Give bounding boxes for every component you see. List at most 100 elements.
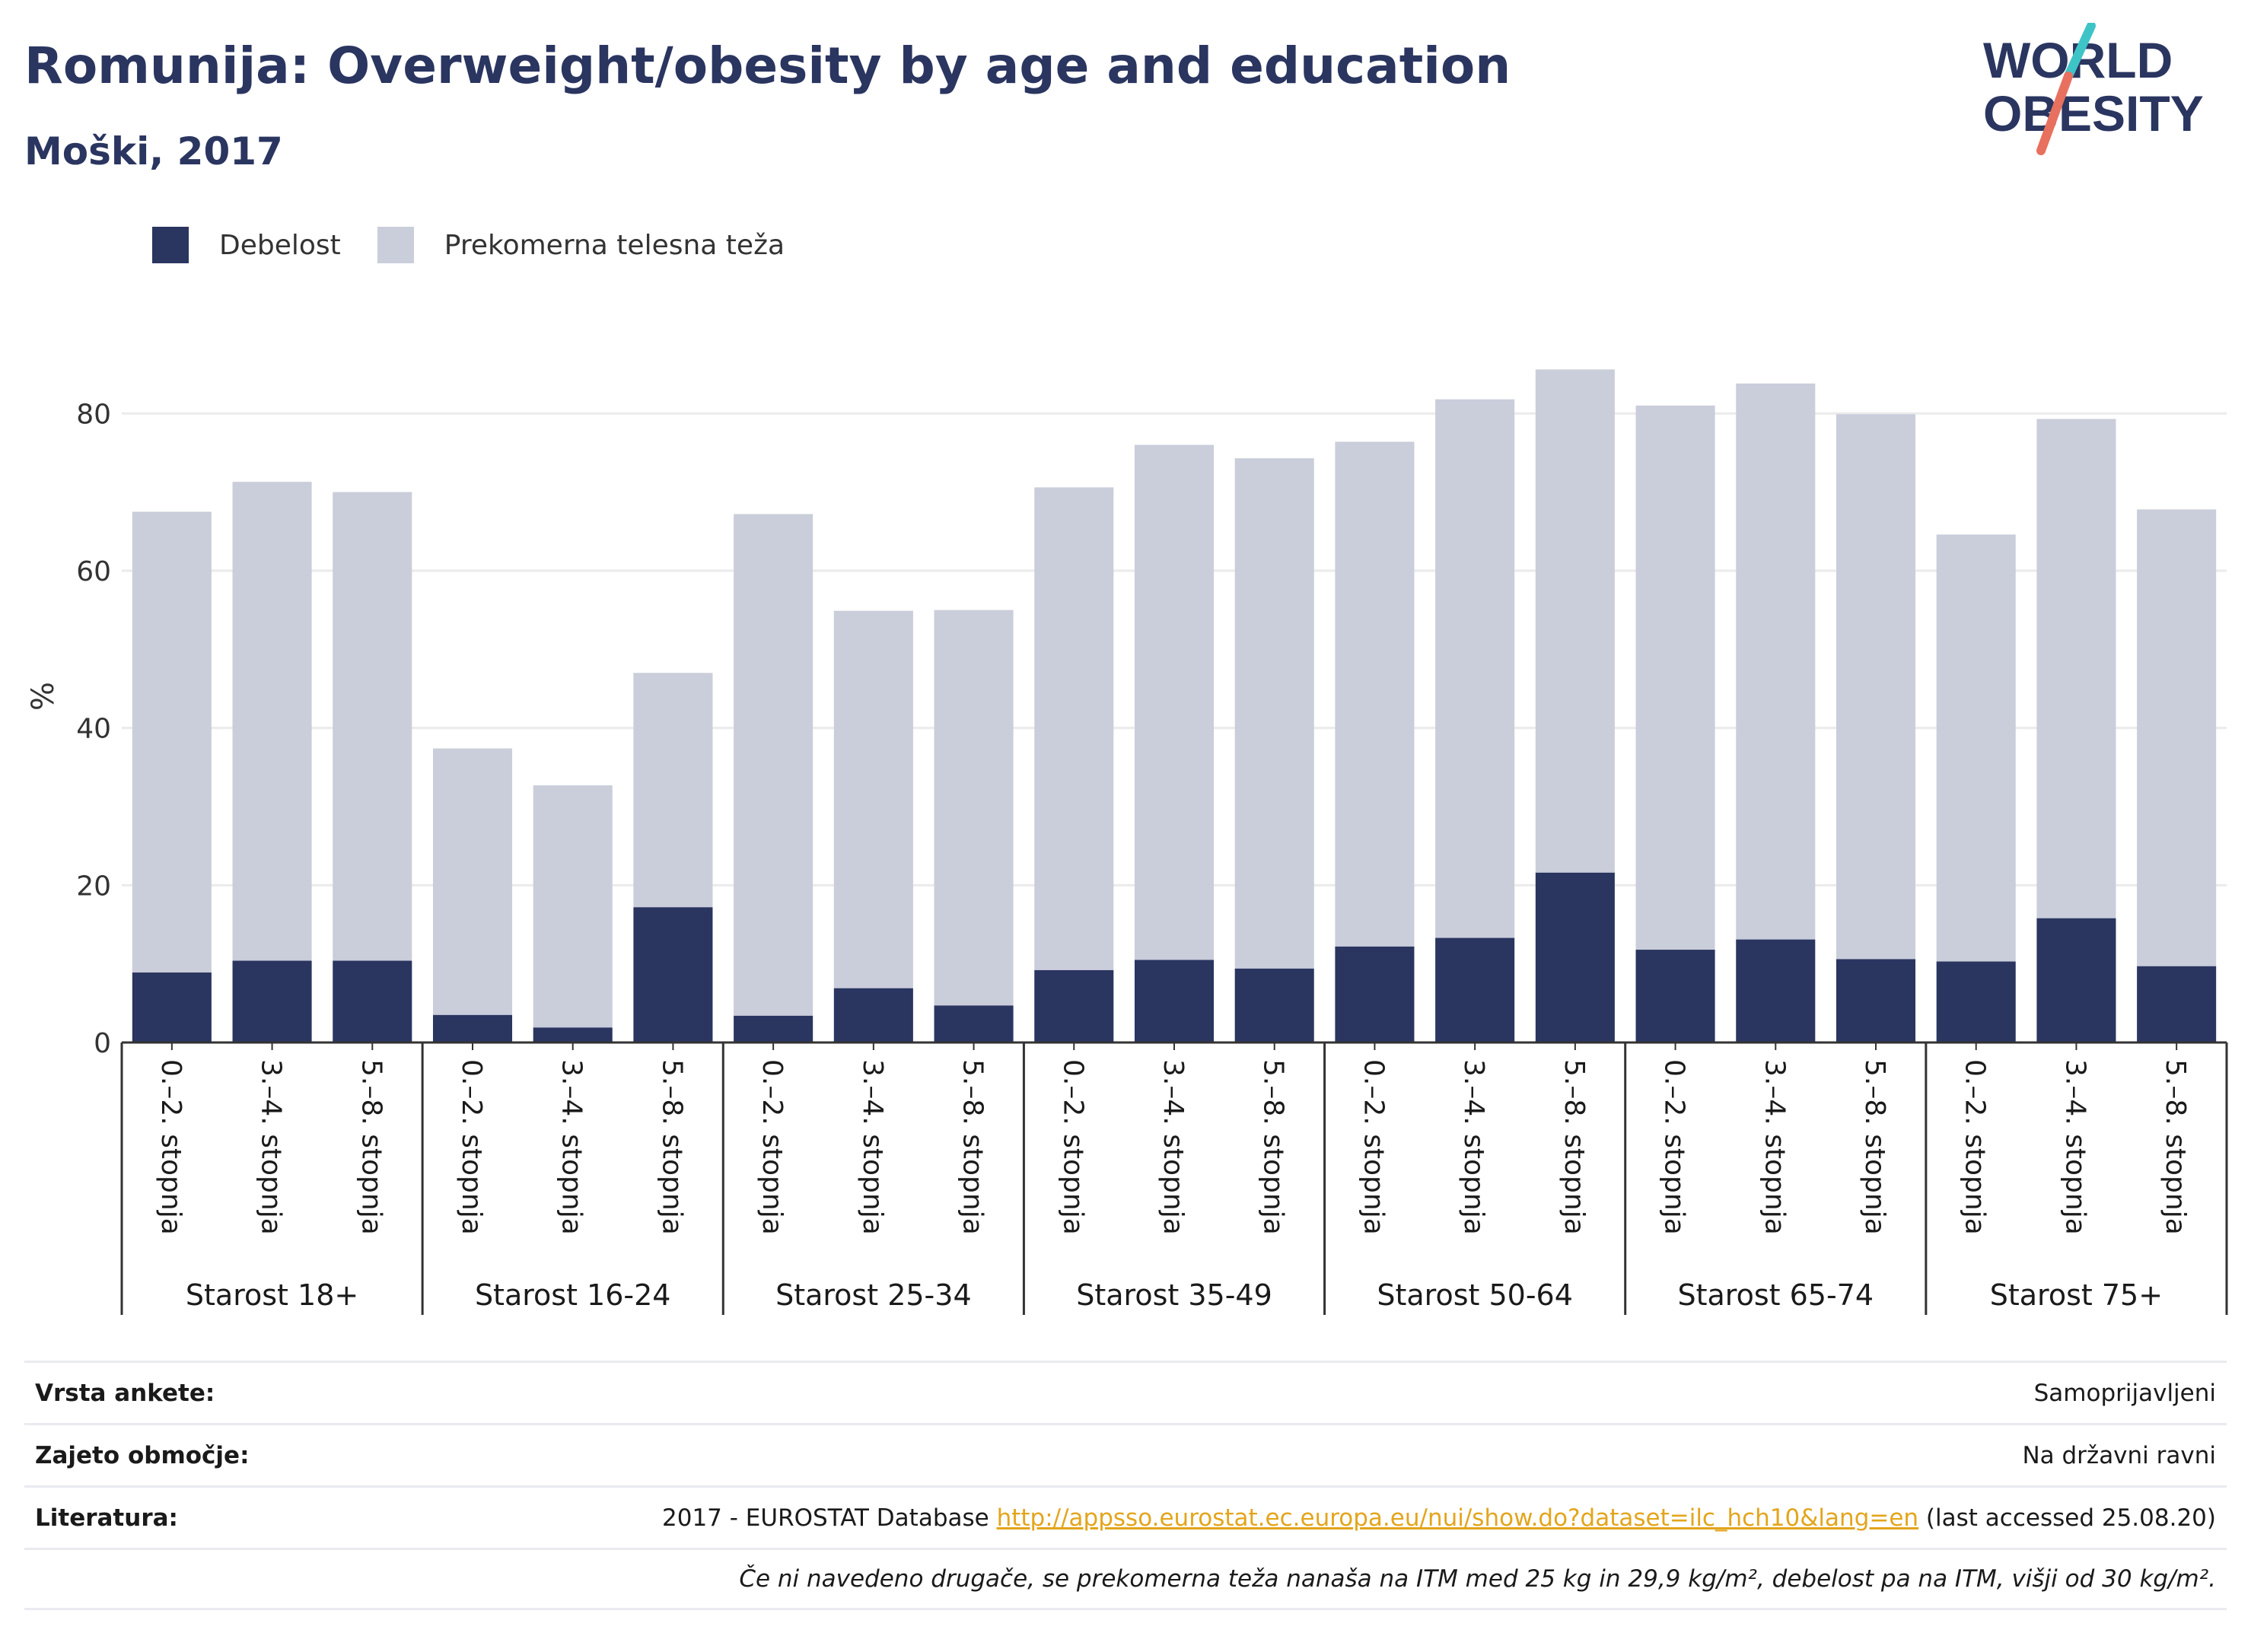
bar-overweight [1936, 534, 2016, 962]
group-label: Starost 65-74 [1678, 1278, 1874, 1312]
bar-overweight [1335, 441, 1415, 947]
reference-suffix: (last accessed 25.08.20) [1925, 1504, 2216, 1532]
x-tick-label: 0.–2. stopnja [456, 1059, 487, 1235]
chart-title: Romunija: Overweight/obesity by age and … [24, 37, 1511, 95]
logo-coral-stroke [2036, 72, 2073, 155]
bar-obesity [1535, 872, 1615, 1042]
reference-value: 2017 - EUROSTAT Database http://appsso.e… [662, 1504, 2216, 1532]
bar-obesity [633, 907, 713, 1042]
x-tick-label: 5.–8. stopnja [656, 1059, 687, 1235]
x-tick-label: 5.–8. stopnja [355, 1059, 387, 1235]
bar-obesity [1234, 968, 1314, 1042]
bar-overweight [633, 673, 713, 908]
legend-label-obesity: Debelost [219, 229, 341, 261]
reference-link[interactable]: http://appsso.eurostat.ec.europa.eu/nui/… [996, 1504, 1919, 1532]
bar-chart: 0 20 40 60 80% 0.–2. stopnja 3.–4. stopnja 5.–8… [26, 369, 2228, 1315]
info-table: Vrsta ankete: Samoprijavljeni Zajeto obm… [24, 1361, 2227, 1610]
bar-overweight [432, 748, 513, 1015]
x-tick-label: 5.–8. stopnja [1559, 1059, 1590, 1235]
bar-obesity [1635, 950, 1715, 1042]
group-label: Starost 18+ [186, 1278, 358, 1312]
reference-label: Literatura: [35, 1504, 178, 1532]
x-tick-label: 0.–2. stopnja [756, 1059, 788, 1235]
bar-overweight [1535, 369, 1615, 873]
x-tick-label: 5.–8. stopnja [957, 1059, 989, 1235]
info-row-reference: Literatura: 2017 - EUROSTAT Database htt… [24, 1485, 2227, 1548]
group-label: Starost 50-64 [1377, 1278, 1573, 1312]
bar-obesity [1736, 939, 1816, 1042]
bar-overweight [1736, 384, 1816, 940]
bar-overweight [1836, 414, 1916, 960]
group-label: Starost 75+ [1990, 1278, 2163, 1312]
bar-obesity [1134, 960, 1215, 1042]
group-label: Starost 35-49 [1076, 1278, 1272, 1312]
bar-obesity [2036, 918, 2116, 1042]
bar-obesity [1435, 937, 1515, 1042]
bar-obesity [232, 960, 312, 1042]
legend-swatch-overweight [377, 227, 414, 263]
coverage-label: Zajeto območje: [35, 1441, 250, 1469]
bar-obesity [1936, 961, 2016, 1042]
x-tick-label: 3.–4. stopnja [857, 1059, 888, 1235]
bar-overweight [734, 514, 813, 1016]
world-obesity-logo: WORLD OBESITY [1983, 23, 2204, 155]
bar-overweight [934, 610, 1014, 1006]
x-tick-label: 0.–2. stopnja [1358, 1059, 1389, 1235]
bar-overweight [132, 511, 212, 973]
x-tick-label: 5.–8. stopnja [1258, 1059, 1289, 1235]
bar-obesity [1335, 946, 1415, 1042]
bar-obesity [1836, 959, 1916, 1042]
bar-obesity [1034, 969, 1114, 1042]
chart-subtitle: Moški, 2017 [24, 129, 283, 173]
y-tick-label: 60 [76, 556, 111, 587]
bar-obesity [132, 972, 212, 1042]
x-tick-label: 3.–4. stopnja [2059, 1059, 2090, 1235]
y-tick-label: 40 [76, 714, 111, 745]
bar-overweight [1435, 399, 1515, 938]
bar-obesity [734, 1015, 813, 1042]
reference-prefix: 2017 - EUROSTAT Database [662, 1504, 989, 1532]
y-tick-label: 20 [76, 871, 111, 902]
bar-obesity [533, 1027, 613, 1042]
info-row-coverage: Zajeto območje: Na državni ravni [24, 1423, 2227, 1485]
survey-label: Vrsta ankete: [35, 1379, 215, 1407]
y-tick-label: 80 [76, 399, 111, 430]
survey-value: Samoprijavljeni [2033, 1379, 2216, 1407]
bar-overweight [1134, 444, 1215, 960]
bar-overweight [333, 492, 412, 961]
x-tick-label: 3.–4. stopnja [1759, 1059, 1790, 1235]
x-tick-label: 0.–2. stopnja [1960, 1059, 1991, 1235]
x-tick-label: 3.–4. stopnja [1157, 1059, 1189, 1235]
info-row-survey: Vrsta ankete: Samoprijavljeni [24, 1361, 2227, 1423]
legend: Debelost Prekomerna telesna teža [152, 227, 821, 263]
bar-obesity [2137, 966, 2217, 1042]
bar-obesity [432, 1014, 513, 1042]
logo-line2: OBESITY [1983, 85, 2204, 142]
legend-item-overweight[interactable]: Prekomerna telesna teža [377, 227, 785, 263]
x-tick-label: 5.–8. stopnja [2160, 1059, 2191, 1235]
bar-obesity [833, 988, 913, 1042]
x-tick-label: 3.–4. stopnja [1458, 1059, 1489, 1235]
x-tick-label: 0.–2. stopnja [155, 1059, 186, 1235]
bar-obesity [333, 960, 412, 1042]
bar-overweight [1034, 487, 1114, 970]
logo-teal-stroke [2064, 23, 2096, 81]
coverage-value: Na državni ravni [2022, 1441, 2216, 1469]
legend-label-overweight: Prekomerna telesna teža [444, 229, 785, 261]
bar-obesity [934, 1005, 1014, 1042]
info-row-note: Če ni navedeno drugače, se prekomerna te… [24, 1548, 2227, 1610]
y-tick-label: 0 [94, 1028, 111, 1059]
footnote: Če ni navedeno drugače, se prekomerna te… [739, 1565, 2216, 1593]
bar-overweight [2036, 419, 2116, 918]
y-axis-label: % [26, 682, 61, 711]
x-tick-label: 0.–2. stopnja [1057, 1059, 1088, 1235]
legend-swatch-obesity [152, 227, 189, 263]
group-label: Starost 25-34 [775, 1278, 972, 1312]
x-tick-label: 0.–2. stopnja [1659, 1059, 1690, 1235]
bar-overweight [833, 610, 913, 988]
legend-item-obesity[interactable]: Debelost [152, 227, 341, 263]
bar-overweight [533, 785, 613, 1028]
bar-overweight [1635, 406, 1715, 950]
bar-overweight [1234, 458, 1314, 969]
x-tick-label: 5.–8. stopnja [1859, 1059, 1890, 1235]
